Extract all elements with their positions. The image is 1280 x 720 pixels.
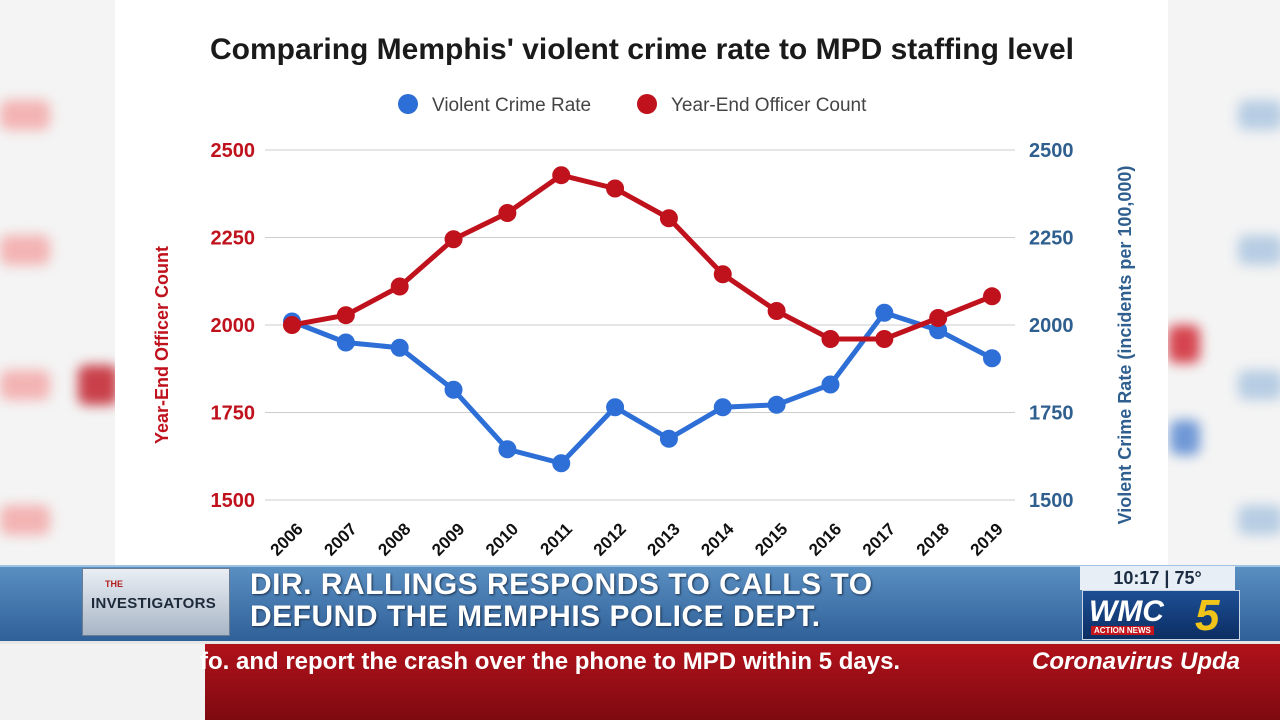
blurred-shape — [0, 505, 50, 535]
data-point-violent-crime — [713, 398, 732, 417]
data-point-officer-count — [283, 316, 301, 334]
headline: DIR. RALLINGS RESPONDS TO CALLS TO DEFUN… — [250, 569, 1070, 633]
legend-label-officer-count: Year-End Officer Count — [671, 95, 867, 116]
y-axis-label-right: Violent Crime Rate (incidents per 100,00… — [1115, 166, 1135, 525]
investigators-logo-text: INVESTIGATORS — [91, 595, 217, 612]
data-point-officer-count — [713, 265, 732, 284]
station-tagline: ACTION NEWS — [1091, 626, 1154, 635]
data-point-violent-crime — [444, 380, 463, 399]
data-point-officer-count — [821, 330, 840, 348]
y-tick-left: 2000 — [211, 315, 256, 337]
legend-marker-violent-crime — [398, 94, 418, 114]
blurred-shape — [1238, 370, 1280, 400]
y-tick-left: 1750 — [211, 403, 256, 425]
x-tick-label: 2011 — [537, 519, 577, 559]
y-tick-right: 1750 — [1029, 403, 1074, 425]
station-name: WMC — [1089, 595, 1164, 628]
x-tick-label: 2006 — [267, 519, 307, 559]
blurred-shape — [1168, 325, 1200, 363]
x-tick-label: 2009 — [428, 519, 468, 559]
data-point-violent-crime — [606, 398, 625, 417]
y-tick-right: 2250 — [1029, 228, 1074, 250]
data-point-violent-crime — [767, 395, 786, 414]
x-tick-label: 2013 — [644, 519, 684, 559]
chart-panel: Comparing Memphis' violent crime rate to… — [115, 0, 1168, 565]
ticker-divider — [0, 641, 1280, 644]
background-left — [0, 0, 118, 565]
x-tick-label: 2008 — [374, 519, 414, 559]
chart-title: Comparing Memphis' violent crime rate to… — [210, 33, 1074, 66]
temperature: 75° — [1174, 568, 1202, 588]
x-tick-labels: 2006 2007 2008 2009 2010 2011 2012 2013 2014 2015… — [267, 519, 1007, 560]
blurred-shape — [0, 235, 50, 265]
gridlines — [265, 149, 1015, 501]
data-point-officer-count — [659, 209, 678, 228]
data-point-officer-count — [336, 306, 355, 325]
time-temperature: 10:17 | 75° — [1080, 566, 1235, 590]
station-number: 5 — [1195, 591, 1220, 640]
blurred-shape — [1170, 420, 1200, 455]
investigators-logo-small: THE — [105, 579, 123, 589]
headline-line-2: DEFUND THE MEMPHIS POLICE DEPT. — [250, 600, 821, 633]
blurred-shape — [1238, 235, 1280, 265]
data-point-violent-crime — [498, 440, 517, 459]
y-tick-right: 2000 — [1029, 315, 1074, 337]
data-point-violent-crime — [336, 333, 355, 352]
data-point-violent-crime — [983, 349, 1001, 368]
data-point-officer-count — [444, 230, 463, 249]
x-tick-label: 2018 — [913, 519, 953, 559]
investigators-logo: THE INVESTIGATORS — [82, 568, 230, 636]
data-point-officer-count — [606, 179, 625, 198]
headline-line-1: DIR. RALLINGS RESPONDS TO CALLS TO — [250, 568, 873, 601]
data-point-officer-count — [983, 287, 1001, 306]
blurred-shape — [0, 370, 50, 400]
data-point-officer-count — [929, 309, 948, 327]
legend-marker-officer-count — [637, 94, 657, 114]
x-tick-label: 2012 — [590, 519, 630, 559]
y-tick-right: 1500 — [1029, 490, 1074, 512]
data-point-officer-count — [552, 166, 571, 185]
data-point-violent-crime — [875, 303, 894, 322]
data-point-officer-count — [875, 330, 894, 348]
x-tick-label: 2016 — [805, 519, 845, 559]
data-point-violent-crime — [659, 429, 678, 448]
legend-label-violent-crime: Violent Crime Rate — [432, 95, 591, 116]
x-tick-label: 2017 — [859, 519, 899, 559]
blurred-shape — [1238, 100, 1280, 130]
y-tick-left: 2250 — [211, 228, 256, 250]
news-ticker — [0, 641, 1280, 720]
x-tick-label: 2007 — [320, 519, 360, 559]
data-point-officer-count — [390, 277, 409, 296]
x-tick-label: 2010 — [482, 519, 522, 559]
blurred-shape — [78, 365, 118, 405]
time: 10:17 — [1113, 568, 1160, 588]
time-divider: | — [1164, 568, 1175, 588]
chart: Comparing Memphis' violent crime rate to… — [152, 33, 1135, 560]
data-point-violent-crime — [390, 338, 409, 357]
y-tick-left: 2500 — [211, 140, 256, 162]
ticker-text-next: Coronavirus Upda — [1032, 648, 1241, 675]
background-right — [1168, 0, 1280, 565]
series-line-violent-crime — [291, 310, 994, 466]
data-point-violent-crime — [821, 375, 840, 394]
blurred-shape — [0, 100, 50, 130]
ticker-text: fo. and report the crash over the phone … — [200, 648, 901, 675]
legend: Violent Crime Rate Year-End Officer Coun… — [398, 94, 867, 116]
y-tick-labels: 1500 1500 1750 1750 2000 2000 2250 2250 2500 2500 — [211, 140, 1074, 512]
blurred-shape — [1238, 505, 1280, 535]
ticker-left-tab — [0, 641, 205, 720]
station-logo: WMC 5 ACTION NEWS — [1082, 590, 1240, 640]
data-point-officer-count — [498, 204, 517, 222]
series-lines — [283, 166, 1001, 473]
x-tick-label: 2015 — [751, 519, 791, 559]
y-tick-left: 1500 — [211, 490, 256, 512]
y-tick-right: 2500 — [1029, 140, 1074, 162]
data-point-violent-crime — [552, 454, 571, 473]
x-tick-label: 2019 — [967, 519, 1007, 559]
data-point-officer-count — [767, 302, 786, 320]
y-axis-label-left: Year-End Officer Count — [152, 246, 172, 444]
x-tick-label: 2014 — [697, 519, 738, 560]
